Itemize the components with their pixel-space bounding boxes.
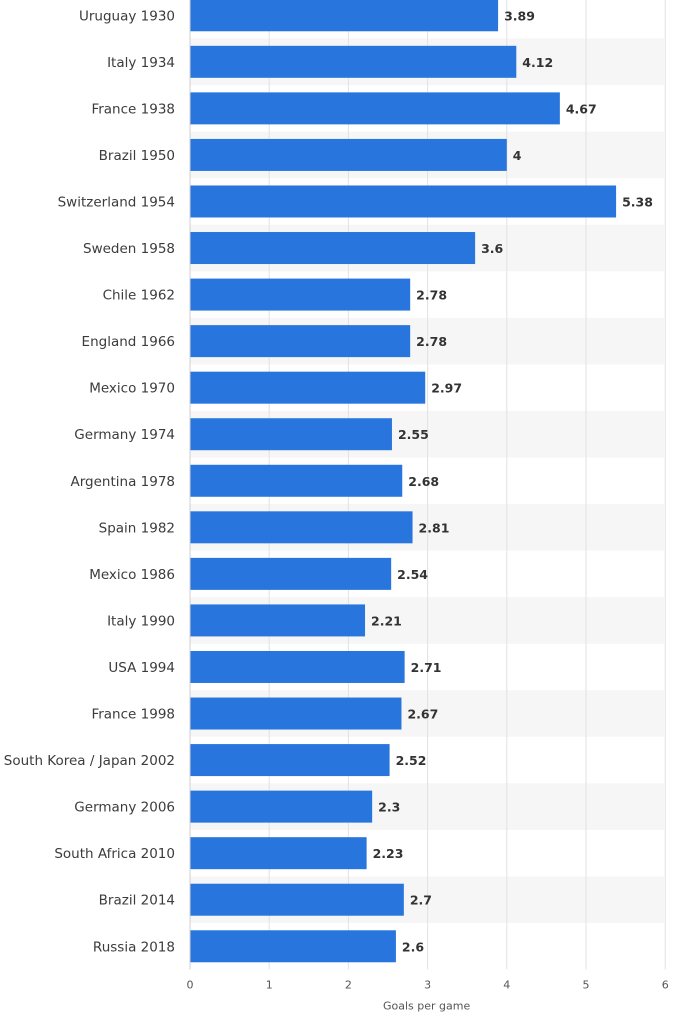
value-label: 2.6 [402,939,424,954]
category-label: Mexico 1986 [89,567,175,583]
bar[interactable] [190,138,507,171]
category-label: Mexico 1970 [89,381,175,397]
category-label: Spain 1982 [99,520,175,536]
bar[interactable] [190,790,373,823]
category-label: Uruguay 1930 [79,8,175,24]
value-label: 5.38 [622,194,653,209]
category-label: Italy 1934 [107,55,175,71]
category-label: France 1998 [91,707,175,723]
bar[interactable] [190,744,390,777]
value-label: 4.12 [522,55,553,70]
bar[interactable] [190,278,411,311]
value-label: 2.23 [373,846,404,861]
bar[interactable] [190,371,426,404]
value-label: 2.3 [378,800,400,815]
value-label: 2.78 [416,334,447,349]
category-label: Chile 1962 [103,288,175,304]
category-label: USA 1994 [108,660,175,676]
value-label: 2.52 [396,753,427,768]
bar[interactable] [190,837,367,870]
x-tick-label: 0 [187,979,194,992]
category-label: Germany 2006 [74,800,175,816]
x-tick-labels: 0 1 2 3 4 5 6 [187,979,669,992]
value-label: 4.67 [566,101,597,116]
bar[interactable] [190,232,476,265]
bar[interactable] [190,92,560,125]
value-label: 4 [513,148,522,163]
x-tick-label: 3 [424,979,431,992]
value-label: 2.78 [416,288,447,303]
bar[interactable] [190,464,403,497]
x-tick-label: 4 [503,979,510,992]
category-labels: Uruguay 1930 Italy 1934 France 1938 Brazil … [4,8,175,955]
category-label: Brazil 2014 [99,893,175,909]
category-label: Switzerland 1954 [58,194,175,210]
value-label: 3.6 [481,241,503,256]
x-tick-label: 6 [662,979,669,992]
x-tick-label: 2 [345,979,352,992]
bar[interactable] [190,418,392,451]
bar[interactable] [190,883,404,916]
value-label: 2.71 [411,660,442,675]
value-label: 3.89 [504,8,535,23]
value-label: 2.67 [407,707,438,722]
x-axis-title: Goals per game [383,1000,470,1013]
bar[interactable] [190,604,366,637]
category-label: Italy 1990 [107,613,175,629]
category-label: Brazil 1950 [99,148,175,164]
value-label: 2.81 [419,520,450,535]
category-label: France 1938 [91,101,175,117]
value-label: 2.21 [371,613,402,628]
value-label: 2.7 [410,893,432,908]
bar[interactable] [190,650,405,683]
bar[interactable] [190,697,402,730]
value-label: 2.97 [431,381,462,396]
x-tick-label: 5 [583,979,590,992]
category-label: England 1966 [82,334,175,350]
value-label: 2.55 [398,427,429,442]
bar[interactable] [190,511,413,544]
category-label: Argentina 1978 [71,474,176,490]
bar[interactable] [190,0,499,32]
value-label: 2.68 [408,474,439,489]
value-labels: 3.89 4.12 4.67 4 5.38 3.6 2.78 2.78 2.97 2.55 2.68… [371,8,653,954]
x-tick-label: 1 [266,979,273,992]
bar[interactable] [190,930,396,963]
category-label: South Korea / Japan 2002 [4,753,175,769]
value-label: 2.54 [397,567,428,582]
category-label: Sweden 1958 [83,241,175,257]
bar[interactable] [190,325,411,358]
category-label: South Africa 2010 [54,846,175,862]
bar[interactable] [190,45,517,78]
category-label: Germany 1974 [74,427,175,443]
bar[interactable] [190,185,617,218]
bars [190,0,617,963]
category-label: Russia 2018 [93,939,175,955]
bar[interactable] [190,557,392,590]
